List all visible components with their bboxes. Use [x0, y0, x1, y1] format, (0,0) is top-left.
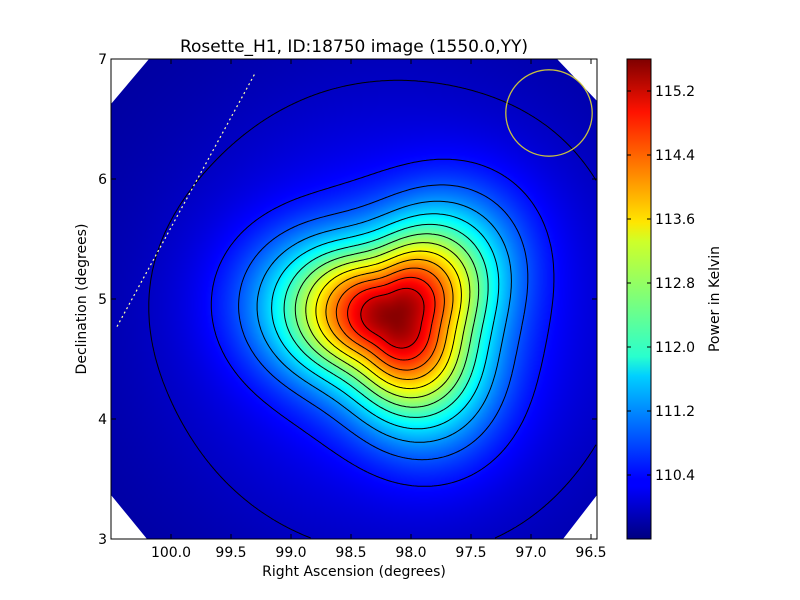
x-tick-label: 99.0 [275, 545, 306, 561]
y-tick-label: 6 [98, 172, 107, 188]
x-tick-label: 100.0 [151, 545, 191, 561]
contour-line [335, 267, 445, 371]
y-tick-label: 7 [98, 52, 107, 68]
colorbar-tick-label: 113.6 [655, 212, 695, 228]
contour-line [294, 233, 480, 408]
colorbar-tick-label: 110.4 [655, 468, 695, 484]
contour-line [271, 213, 500, 430]
colorbar-gradient [626, 58, 652, 540]
plot-area [110, 58, 598, 540]
contour-line [315, 250, 462, 390]
contour-line [283, 223, 489, 418]
x-axis-label: Right Ascension (degrees) [262, 564, 446, 580]
y-tick-label: 3 [98, 532, 107, 548]
contour-line [325, 258, 454, 380]
x-tick-label: 99.5 [215, 545, 246, 561]
colorbar-tick-label: 111.2 [655, 404, 695, 420]
x-tick-label: 96.5 [575, 545, 606, 561]
contour-line [238, 184, 529, 461]
contour-line [256, 200, 512, 443]
corner-mask [563, 495, 597, 539]
x-tick-label: 98.5 [335, 545, 366, 561]
colorbar-label: Power in Kelvin [707, 246, 723, 352]
x-tick-label: 97.0 [515, 545, 546, 561]
x-tick-label: 98.0 [395, 545, 426, 561]
contour-line [347, 276, 436, 361]
dotted-annotation-line [116, 73, 256, 327]
x-axis-ticks: 100.0 99.5 99.0 98.5 98.0 97.5 97.0 96.5 [151, 59, 607, 561]
contour-line [305, 242, 471, 399]
corner-masks [111, 59, 597, 539]
x-tick-label: 97.5 [455, 545, 486, 561]
beam-circle [505, 69, 593, 157]
corner-mask [111, 59, 149, 104]
colorbar-tick-label: 114.4 [655, 148, 695, 164]
colorbar-ticks: 110.4 111.2 112.0 112.8 113.6 114.4 115.2 [627, 84, 695, 484]
chart-title: Rosette_H1, ID:18750 image (1550.0,YY) [180, 37, 528, 57]
colorbar-tick-label: 112.8 [655, 276, 695, 292]
y-axis-label: Declination (degrees) [74, 224, 90, 375]
y-axis-ticks: 3 4 5 6 7 [98, 52, 597, 548]
y-tick-label: 4 [98, 412, 107, 428]
colorbar: 110.4 111.2 112.0 112.8 113.6 114.4 115.2 Powe… [626, 58, 723, 540]
contour-line [360, 287, 425, 349]
contour-lines [148, 79, 597, 539]
contour-line [210, 158, 555, 487]
heatmap-image [111, 59, 597, 539]
colorbar-tick-label: 112.0 [655, 340, 695, 356]
colorbar-tick-label: 115.2 [655, 84, 695, 100]
corner-mask [111, 495, 147, 539]
y-tick-label: 5 [98, 292, 107, 308]
